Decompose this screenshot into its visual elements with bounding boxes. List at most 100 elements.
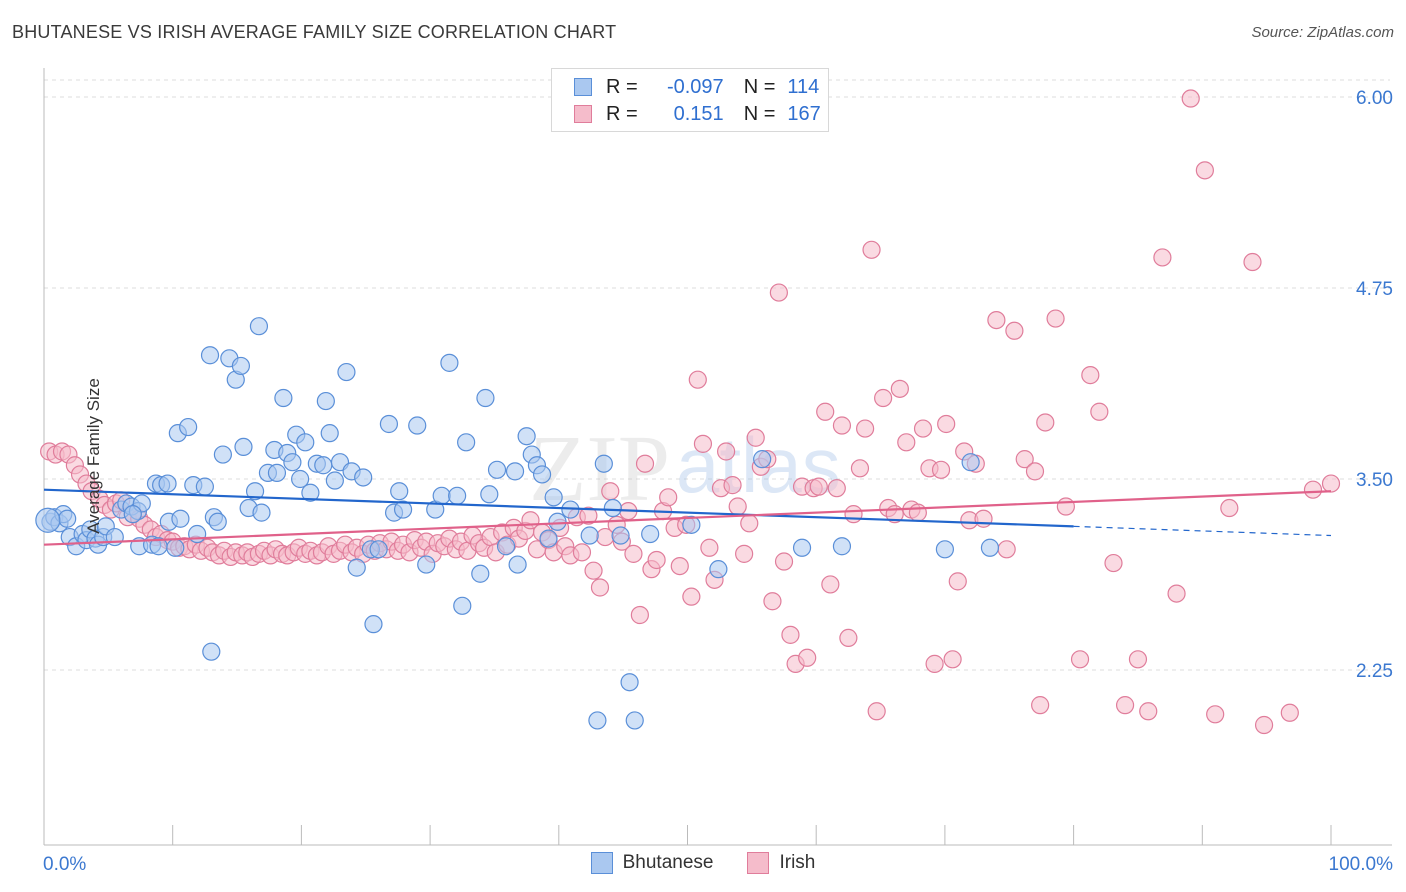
series-legend: Bhutanese Irish — [0, 852, 1406, 874]
bhutanese-point — [961, 453, 980, 472]
bhutanese-point — [487, 460, 507, 479]
bhutanese-point — [200, 346, 220, 365]
bhutanese-point — [379, 414, 399, 434]
y-axis-label: Average Family Size — [83, 378, 103, 534]
bhutanese-point — [792, 538, 812, 557]
legend-row-irish: R = 0.151 N = 167 — [574, 101, 821, 127]
irish-point — [1128, 650, 1148, 669]
bhutanese-legend-swatch — [590, 852, 613, 874]
bhutanese-point — [548, 512, 567, 531]
irish-point — [1206, 705, 1225, 724]
tick-labels: 2.25 3.50 4.75 6.00 0.0% 100.0% — [43, 88, 1393, 875]
bhutanese-point — [625, 711, 644, 730]
bhutanese-point — [532, 465, 552, 484]
irish-point — [987, 310, 1006, 330]
bhutanese-point — [753, 450, 772, 469]
bhutanese-point — [393, 500, 413, 519]
bhutanese-point — [682, 515, 701, 534]
irish-point — [1167, 584, 1186, 603]
y-tick-label: 4.75 — [1356, 279, 1393, 300]
bhutanese-point — [832, 537, 852, 556]
bhutanese-point — [231, 356, 251, 376]
bhutanese-point — [364, 615, 383, 634]
irish-point — [827, 479, 846, 498]
irish-point — [925, 654, 944, 673]
bhutanese-point — [347, 558, 366, 577]
bhutanese-point — [58, 509, 77, 528]
bhutanese-point — [316, 391, 335, 411]
bhutanese-point — [296, 433, 315, 452]
bhutanese-legend-label: Bhutanese — [622, 852, 714, 873]
irish-point — [590, 578, 610, 597]
irish-point — [897, 433, 916, 452]
irish-point — [874, 388, 893, 408]
irish-point — [717, 442, 736, 461]
bhutanese-point — [432, 486, 451, 505]
irish-point — [943, 650, 962, 669]
bhutanese-point — [291, 469, 310, 489]
legend-item-irish[interactable]: Irish — [747, 852, 815, 874]
irish-point — [1195, 161, 1214, 180]
irish-point — [816, 402, 835, 421]
legend-row-bhutanese: R = -0.097 N = 114 — [574, 74, 819, 100]
bhutanese-point — [471, 564, 490, 583]
bhutanese-point — [709, 560, 728, 579]
bhutanese-point — [188, 524, 207, 544]
bhutanese-point — [508, 555, 527, 574]
irish-point — [624, 544, 643, 563]
irish-point — [908, 503, 927, 522]
bhutanese-point — [301, 483, 320, 502]
n-value-irish: 167 — [787, 102, 821, 125]
irish-point — [1025, 462, 1045, 481]
irish-point — [1036, 413, 1055, 432]
bhutanese-point — [245, 482, 265, 501]
irish-point — [746, 428, 765, 447]
irish-point — [867, 702, 886, 721]
irish-point — [844, 505, 863, 524]
irish-point — [974, 509, 993, 528]
bhutanese-point — [249, 317, 269, 336]
irish-point — [997, 540, 1016, 559]
irish-point — [1321, 474, 1341, 493]
irish-points — [40, 89, 1341, 735]
legend-item-bhutanese[interactable]: Bhutanese — [590, 852, 714, 874]
irish-trend-line — [43, 490, 1332, 546]
bhutanese-point — [325, 471, 344, 490]
irish-point — [913, 419, 933, 438]
bhutanese-point — [544, 488, 563, 507]
bhutanese-point — [158, 474, 177, 493]
irish-point — [937, 414, 956, 434]
irish-point — [735, 544, 754, 563]
irish-point — [1254, 715, 1274, 735]
irish-point — [601, 482, 620, 501]
irish-point — [1115, 696, 1135, 715]
bhutanese-point — [496, 537, 516, 556]
y-tick-label: 2.25 — [1356, 661, 1393, 682]
bhutanese-point — [620, 673, 639, 692]
bhutanese-point — [369, 540, 388, 559]
bhutanese-point — [457, 433, 476, 452]
bhutanese-point — [213, 445, 232, 464]
bhutanese-point — [149, 537, 168, 556]
irish-point — [688, 370, 707, 389]
irish-point — [700, 538, 719, 557]
bhutanese-point — [171, 509, 190, 528]
irish-point — [682, 587, 701, 606]
irish-point — [579, 506, 598, 525]
bhutanese-point — [588, 711, 607, 730]
bhutanese-point — [123, 505, 142, 524]
bhutanese-point — [505, 462, 525, 481]
irish-point — [1139, 702, 1158, 721]
irish-point — [693, 434, 713, 453]
irish-point — [1090, 402, 1109, 421]
y-tick-label: 6.00 — [1356, 88, 1393, 109]
irish-point — [728, 497, 747, 516]
irish-point — [931, 460, 951, 479]
bhutanese-point — [202, 642, 221, 661]
bhutanese-point — [453, 596, 472, 615]
bhutanese-point — [390, 482, 409, 501]
bhutanese-point — [283, 453, 302, 472]
bhutanese-trend-extension — [1073, 525, 1332, 537]
irish-point — [832, 416, 852, 435]
